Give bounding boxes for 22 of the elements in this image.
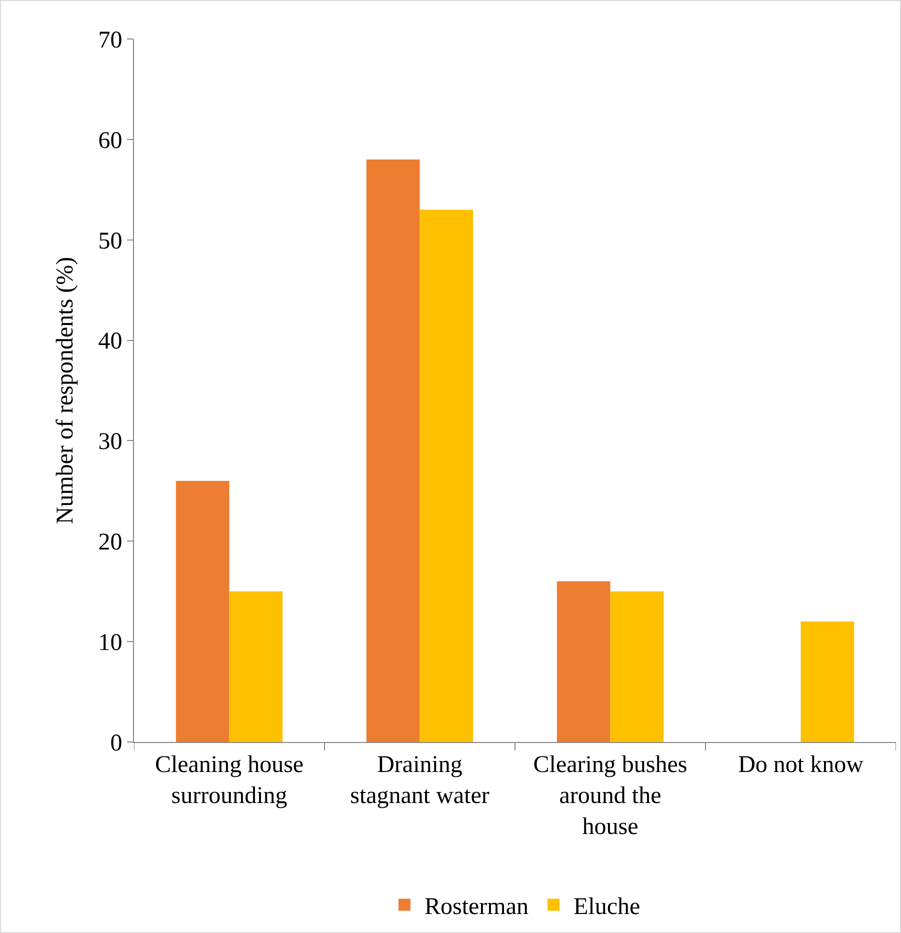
legend-label: Rosterman (424, 894, 528, 920)
bar (420, 210, 474, 742)
y-tick-label: 50 (98, 228, 122, 254)
y-tick-label: 20 (98, 530, 122, 556)
y-tick-label: 60 (98, 128, 122, 154)
y-tick-label: 70 (98, 27, 122, 54)
bar (176, 480, 230, 742)
x-tick-label: Clearing bushes around the house (533, 752, 688, 840)
x-tick-label: Draining stagnant water (350, 752, 490, 809)
y-tick-label: 0 (110, 730, 122, 756)
legend-label: Eluche (573, 894, 640, 920)
bar (800, 621, 854, 742)
bar (610, 591, 664, 742)
y-axis-title: Number of respondents (%) (52, 256, 78, 524)
y-tick-label: 40 (98, 328, 122, 355)
y-tick-label: 10 (98, 630, 122, 656)
bar (366, 160, 420, 742)
bar (556, 581, 610, 742)
x-tick-label: Do not know (738, 752, 864, 778)
y-tick-label: 30 (98, 429, 122, 456)
bar (229, 591, 283, 742)
x-tick-label: Cleaning house surrounding (154, 752, 304, 809)
